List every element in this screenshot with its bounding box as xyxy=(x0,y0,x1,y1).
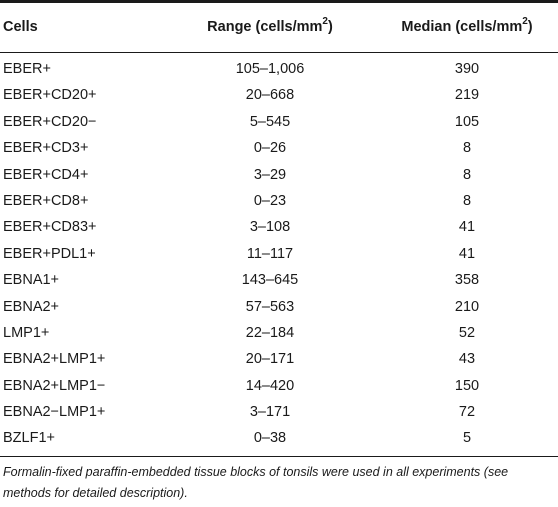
cell-range: 11–117 xyxy=(246,245,294,262)
table-row: EBER+ 105–1,006 390 xyxy=(0,56,558,82)
header-median-close: ) xyxy=(527,19,533,35)
cell-median: 210 xyxy=(454,298,480,315)
cell-median: 8 xyxy=(462,140,472,157)
cell-median: 105 xyxy=(454,113,480,130)
table-row: EBNA1+ 143–645 358 xyxy=(0,267,558,293)
cell-range: 3–171 xyxy=(249,404,291,421)
table-top-rule xyxy=(0,0,558,3)
cell-median: 150 xyxy=(454,377,480,394)
cell-range: 14–420 xyxy=(245,377,295,394)
cell-type: EBNA2+ xyxy=(3,298,60,315)
cell-type: EBNA2+LMP1+ xyxy=(3,351,106,368)
table-row: EBER+CD3+ 0–26 8 xyxy=(0,135,558,161)
table-body: EBER+ 105–1,006 390 EBER+CD20+ 20–668 21… xyxy=(0,56,558,452)
header-cells: Cells xyxy=(3,19,38,35)
header-range-text: Range (cells/mm xyxy=(207,19,323,35)
cell-median: 43 xyxy=(458,351,476,368)
cell-range: 3–108 xyxy=(249,219,291,236)
header-median-text: Median (cells/mm xyxy=(401,19,523,35)
cell-median: 52 xyxy=(458,324,476,341)
cell-median: 5 xyxy=(462,430,472,447)
cell-type: LMP1+ xyxy=(3,324,50,341)
cell-type: EBNA1+ xyxy=(3,272,60,289)
table-row: LMP1+ 22–184 52 xyxy=(0,320,558,346)
cell-median: 219 xyxy=(454,87,480,104)
table-row: EBER+CD20− 5–545 105 xyxy=(0,109,558,135)
cell-range: 22–184 xyxy=(245,324,295,341)
cell-range: 20–668 xyxy=(245,87,295,104)
cell-range: 20–171 xyxy=(245,351,295,368)
cell-median: 358 xyxy=(454,272,480,289)
table-row: BZLF1+ 0–38 5 xyxy=(0,425,558,451)
table-header-rule xyxy=(0,52,558,53)
header-median: Median (cells/mm2) xyxy=(378,3,556,52)
table-row: EBNA2−LMP1+ 3–171 72 xyxy=(0,399,558,425)
table-row: EBER+CD4+ 3–29 8 xyxy=(0,162,558,188)
cell-type: BZLF1+ xyxy=(3,430,55,447)
cell-type: EBNA2−LMP1+ xyxy=(3,404,106,421)
cell-type: EBER+CD20− xyxy=(3,113,97,130)
cell-median: 390 xyxy=(454,61,480,77)
cell-range: 0–26 xyxy=(253,140,287,157)
cell-range: 5–545 xyxy=(249,113,291,130)
table-row: EBER+PDL1+ 11–117 41 xyxy=(0,241,558,267)
cell-range: 3–29 xyxy=(253,166,287,183)
cell-median: 41 xyxy=(458,245,476,262)
table-row: EBER+CD83+ 3–108 41 xyxy=(0,214,558,240)
cell-median: 8 xyxy=(462,192,472,209)
cell-type: EBER+CD83+ xyxy=(3,219,97,236)
header-range-close: ) xyxy=(327,19,333,35)
cell-range: 143–645 xyxy=(241,272,299,289)
cell-type: EBNA2+LMP1− xyxy=(3,377,106,394)
cell-range: 0–38 xyxy=(253,430,287,447)
cell-median: 41 xyxy=(458,219,476,236)
table-row: EBNA2+ 57–563 210 xyxy=(0,294,558,320)
table-row: EBER+CD8+ 0–23 8 xyxy=(0,188,558,214)
cell-range: 105–1,006 xyxy=(235,61,305,77)
cell-range: 0–23 xyxy=(253,192,287,209)
table-row: EBER+CD20+ 20–668 219 xyxy=(0,82,558,108)
cell-type: EBER+CD3+ xyxy=(3,140,89,157)
header-range-superscript: 2 xyxy=(322,16,328,28)
table-header-row: Cells Range (cells/mm2) Median (cells/mm… xyxy=(0,3,558,52)
table-footnote: Formalin-fixed paraffin-embedded tissue … xyxy=(3,465,509,500)
cell-type: EBER+CD4+ xyxy=(3,166,89,183)
cell-type: EBER+CD8+ xyxy=(3,192,89,209)
cell-median: 72 xyxy=(458,404,476,421)
header-median-superscript: 2 xyxy=(522,16,528,28)
cell-type: EBER+ xyxy=(3,61,51,77)
cell-type: EBER+PDL1+ xyxy=(3,245,96,262)
table-row: EBNA2+LMP1− 14–420 150 xyxy=(0,373,558,399)
cell-type: EBER+CD20+ xyxy=(3,87,97,104)
cell-range: 57–563 xyxy=(245,298,295,315)
header-range: Range (cells/mm2) xyxy=(190,3,350,52)
table-bottom-rule xyxy=(0,456,558,457)
cell-median: 8 xyxy=(462,166,472,183)
table-row: EBNA2+LMP1+ 20–171 43 xyxy=(0,346,558,372)
